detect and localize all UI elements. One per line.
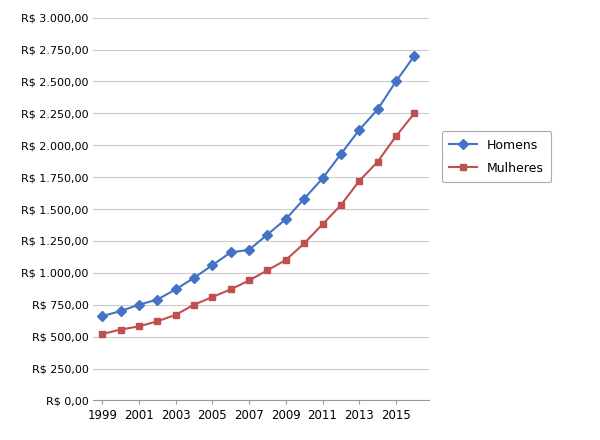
Mulheres bbox=[411, 111, 418, 116]
Homens bbox=[98, 314, 106, 319]
Mulheres bbox=[282, 257, 289, 263]
Homens bbox=[411, 53, 418, 59]
Mulheres bbox=[154, 319, 161, 324]
Mulheres bbox=[117, 327, 124, 332]
Homens bbox=[319, 176, 326, 181]
Homens bbox=[356, 127, 363, 132]
Mulheres bbox=[190, 302, 197, 308]
Homens bbox=[190, 275, 197, 281]
Mulheres bbox=[209, 294, 216, 300]
Homens bbox=[172, 287, 179, 292]
Homens bbox=[227, 250, 235, 255]
Mulheres bbox=[98, 331, 106, 337]
Homens bbox=[209, 263, 216, 268]
Homens bbox=[282, 216, 289, 222]
Homens bbox=[301, 196, 308, 202]
Homens bbox=[154, 297, 161, 302]
Line: Homens: Homens bbox=[99, 52, 418, 319]
Homens bbox=[136, 302, 143, 308]
Line: Mulheres: Mulheres bbox=[99, 110, 418, 337]
Mulheres bbox=[337, 202, 344, 208]
Mulheres bbox=[392, 134, 400, 139]
Mulheres bbox=[319, 222, 326, 227]
Mulheres bbox=[264, 268, 271, 273]
Homens bbox=[117, 308, 124, 314]
Mulheres bbox=[374, 159, 381, 165]
Homens bbox=[392, 79, 400, 84]
Mulheres bbox=[356, 178, 363, 183]
Mulheres bbox=[227, 287, 235, 292]
Legend: Homens, Mulheres: Homens, Mulheres bbox=[442, 131, 551, 182]
Homens bbox=[374, 107, 381, 112]
Homens bbox=[337, 151, 344, 157]
Mulheres bbox=[172, 312, 179, 318]
Mulheres bbox=[245, 278, 253, 283]
Homens bbox=[264, 232, 271, 237]
Homens bbox=[245, 247, 253, 253]
Mulheres bbox=[301, 241, 308, 246]
Mulheres bbox=[136, 324, 143, 329]
